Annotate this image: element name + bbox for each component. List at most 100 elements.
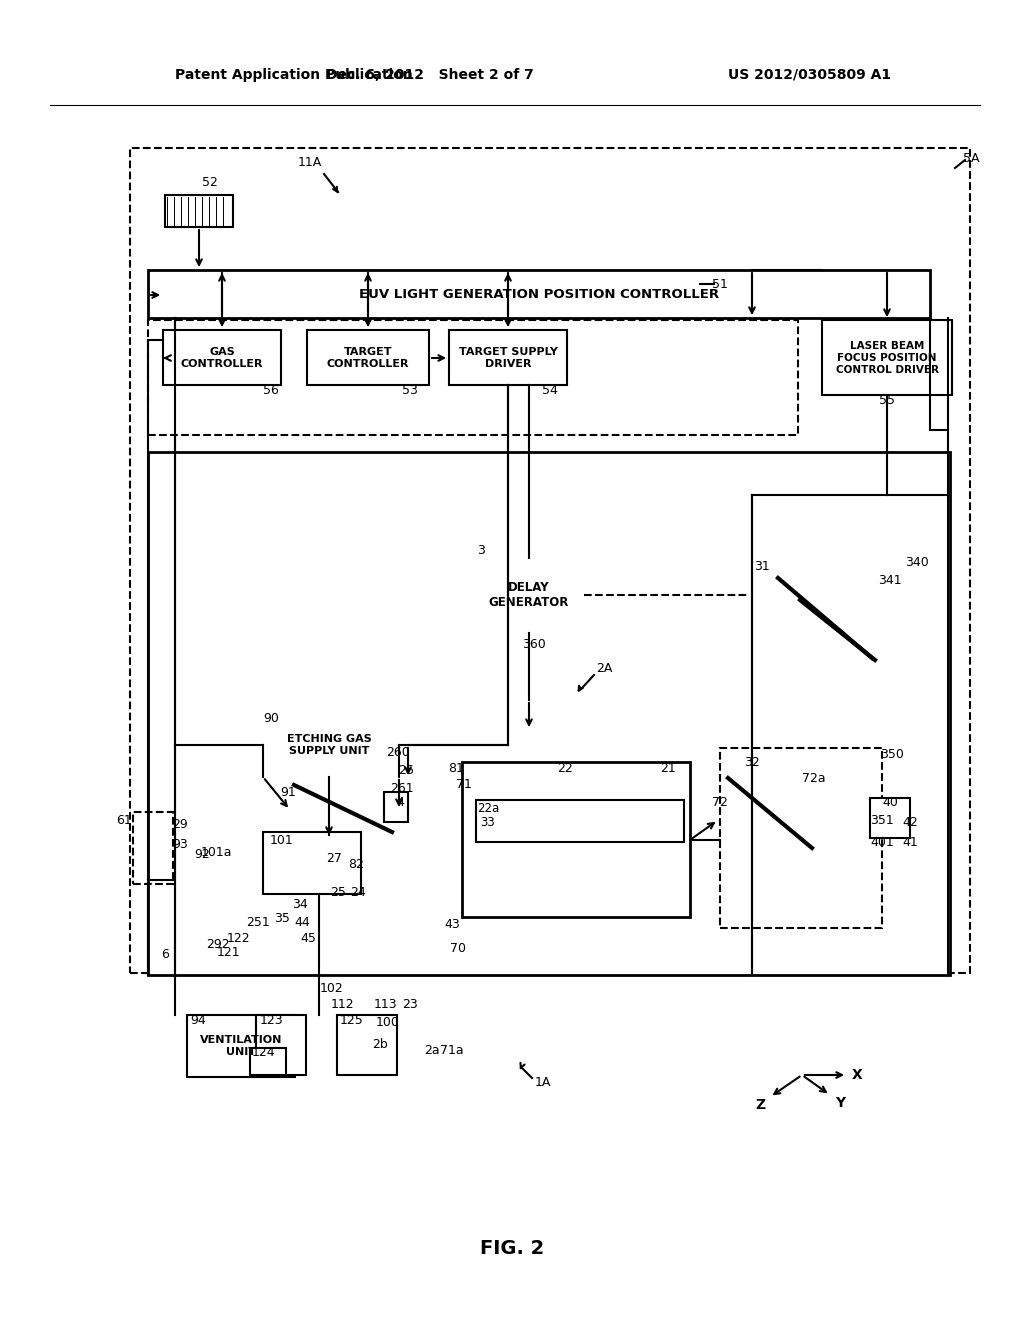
Text: 51: 51 <box>712 277 728 290</box>
Text: 70: 70 <box>450 941 466 954</box>
Text: 6: 6 <box>161 949 169 961</box>
Bar <box>476 800 684 842</box>
Text: 54: 54 <box>542 384 558 396</box>
Text: 360: 360 <box>522 639 546 652</box>
Text: 27: 27 <box>326 851 342 865</box>
Text: 123: 123 <box>260 1014 284 1027</box>
Text: 102: 102 <box>321 982 344 994</box>
Text: 26: 26 <box>398 763 414 776</box>
Text: 11A: 11A <box>298 156 323 169</box>
Text: 43: 43 <box>444 917 460 931</box>
Text: 61: 61 <box>117 813 132 826</box>
Text: 52: 52 <box>202 176 218 189</box>
Text: 292: 292 <box>206 939 229 952</box>
Bar <box>256 1015 306 1074</box>
Text: 5A: 5A <box>963 152 980 165</box>
Text: TARGET
CONTROLLER: TARGET CONTROLLER <box>327 347 410 368</box>
Text: 261: 261 <box>390 781 414 795</box>
Text: 2b: 2b <box>372 1039 388 1052</box>
Text: VENTILATION
UNIT: VENTILATION UNIT <box>200 1035 283 1057</box>
Bar <box>449 330 567 385</box>
Text: 34: 34 <box>292 898 308 911</box>
Text: 90: 90 <box>263 711 279 725</box>
Bar <box>870 799 910 838</box>
Text: X: X <box>852 1068 862 1082</box>
Text: 81: 81 <box>449 762 464 775</box>
Bar <box>822 319 952 395</box>
Text: 121: 121 <box>216 945 240 958</box>
Bar <box>148 451 950 975</box>
Bar <box>263 832 361 894</box>
Bar <box>133 812 173 884</box>
Text: 3: 3 <box>477 544 485 557</box>
Bar <box>384 792 408 822</box>
Bar <box>474 558 584 634</box>
Text: 101a: 101a <box>201 846 231 858</box>
Text: 40: 40 <box>882 796 898 808</box>
Text: 72a: 72a <box>802 771 825 784</box>
Text: 124: 124 <box>252 1047 275 1060</box>
Text: Patent Application Publication: Patent Application Publication <box>175 69 413 82</box>
Text: 23: 23 <box>402 998 418 1011</box>
Text: 100: 100 <box>376 1015 400 1028</box>
Text: 82: 82 <box>348 858 364 871</box>
Text: 22a: 22a <box>477 801 499 814</box>
Text: 112: 112 <box>330 998 354 1011</box>
Text: 101: 101 <box>270 833 294 846</box>
Bar <box>462 762 690 917</box>
Bar <box>337 1015 397 1074</box>
Text: 31: 31 <box>754 560 770 573</box>
Bar <box>250 1048 286 1074</box>
Text: Dec. 6, 2012   Sheet 2 of 7: Dec. 6, 2012 Sheet 2 of 7 <box>326 69 534 82</box>
Text: 91: 91 <box>281 787 296 800</box>
Text: 2a: 2a <box>424 1044 440 1056</box>
Text: 92: 92 <box>195 849 210 862</box>
Text: 2A: 2A <box>596 661 612 675</box>
Text: 125: 125 <box>340 1014 364 1027</box>
Text: LASER BEAM
FOCUS POSITION
CONTROL DRIVER: LASER BEAM FOCUS POSITION CONTROL DRIVER <box>836 342 939 375</box>
Text: 53: 53 <box>402 384 418 396</box>
Text: 42: 42 <box>902 816 918 829</box>
Bar <box>307 330 429 385</box>
Text: 4: 4 <box>396 796 403 809</box>
Text: 56: 56 <box>263 384 279 396</box>
Text: 29: 29 <box>172 818 187 832</box>
Text: 41: 41 <box>902 836 918 849</box>
Text: EUV LIGHT GENERATION POSITION CONTROLLER: EUV LIGHT GENERATION POSITION CONTROLLER <box>359 289 719 301</box>
Text: 33: 33 <box>480 816 496 829</box>
Text: 93: 93 <box>172 838 187 851</box>
Text: 25: 25 <box>330 886 346 899</box>
Bar <box>748 558 906 698</box>
Text: 45: 45 <box>300 932 316 945</box>
Text: 113: 113 <box>373 998 397 1011</box>
Text: DELAY
GENERATOR: DELAY GENERATOR <box>488 581 569 609</box>
Bar <box>165 195 233 227</box>
Text: 71a: 71a <box>440 1044 464 1056</box>
Text: 350: 350 <box>880 748 904 762</box>
Text: 32: 32 <box>744 755 760 768</box>
Text: 1A: 1A <box>535 1076 551 1089</box>
Text: Y: Y <box>835 1096 845 1110</box>
Text: 340: 340 <box>905 556 929 569</box>
Text: 341: 341 <box>878 573 901 586</box>
Bar <box>260 711 398 777</box>
Text: GAS
CONTROLLER: GAS CONTROLLER <box>181 347 263 368</box>
Text: 122: 122 <box>226 932 250 945</box>
Bar <box>720 748 882 928</box>
Text: 251: 251 <box>246 916 270 928</box>
Text: TARGET SUPPLY
DRIVER: TARGET SUPPLY DRIVER <box>459 347 557 368</box>
Bar <box>163 330 281 385</box>
Text: 44: 44 <box>294 916 310 928</box>
Text: 22: 22 <box>557 762 572 775</box>
Text: 24: 24 <box>350 886 366 899</box>
Bar <box>148 271 930 318</box>
Text: 71: 71 <box>456 779 472 792</box>
Text: FIG. 2: FIG. 2 <box>480 1238 544 1258</box>
Text: 351: 351 <box>870 813 894 826</box>
Text: 55: 55 <box>879 393 895 407</box>
Text: 35: 35 <box>274 912 290 924</box>
Bar <box>130 148 970 973</box>
Text: 260: 260 <box>386 746 410 759</box>
Bar <box>187 1015 295 1077</box>
Text: 401: 401 <box>870 836 894 849</box>
